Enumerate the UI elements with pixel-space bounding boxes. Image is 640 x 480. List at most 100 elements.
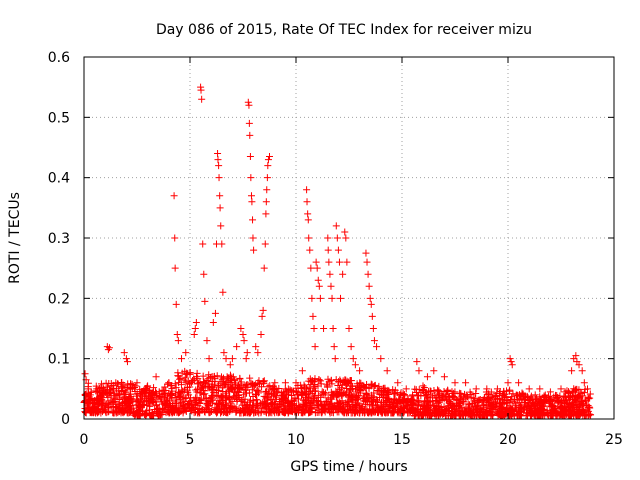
data-point <box>245 101 253 109</box>
data-point-baseline <box>200 378 208 386</box>
data-point <box>462 379 470 387</box>
data-point-baseline <box>569 392 577 400</box>
data-point-baseline <box>287 398 295 406</box>
data-point <box>536 385 544 393</box>
data-point-baseline <box>448 409 456 417</box>
data-point-baseline <box>478 410 486 418</box>
data-point-baseline <box>95 408 103 416</box>
data-point-baseline <box>241 395 249 403</box>
data-point-baseline <box>318 388 326 396</box>
data-point-baseline <box>576 403 584 411</box>
data-point <box>303 186 311 194</box>
data-point <box>423 373 431 381</box>
data-point-baseline <box>193 385 201 393</box>
data-point-baseline <box>509 390 517 398</box>
data-point-baseline <box>194 407 202 415</box>
data-point-baseline <box>110 409 118 417</box>
data-point <box>451 379 459 387</box>
data-point <box>281 379 289 387</box>
data-point <box>575 361 583 369</box>
data-point-baseline <box>269 392 277 400</box>
data-point-baseline <box>132 382 140 390</box>
data-point-baseline <box>464 406 472 414</box>
data-point-baseline <box>493 389 501 397</box>
data-point <box>367 300 375 308</box>
data-point <box>309 312 317 320</box>
data-point-baseline <box>411 408 419 416</box>
data-point-baseline <box>213 400 221 408</box>
data-point-baseline <box>240 391 248 399</box>
data-point-baseline <box>261 397 269 405</box>
data-point-baseline <box>129 404 137 412</box>
data-point-baseline <box>580 389 588 397</box>
data-point-baseline <box>415 398 423 406</box>
data-point-baseline <box>243 401 251 409</box>
data-point-baseline <box>301 388 309 396</box>
data-point-baseline <box>315 376 323 384</box>
data-point-baseline <box>445 412 453 420</box>
data-point-baseline <box>523 392 531 400</box>
data-point-baseline <box>504 398 512 406</box>
data-point <box>165 379 173 387</box>
data-point <box>266 153 273 161</box>
data-point-baseline <box>568 389 576 397</box>
data-point <box>324 234 332 242</box>
data-point-baseline <box>566 411 574 419</box>
data-point-baseline <box>479 412 487 420</box>
data-point-baseline <box>223 408 231 416</box>
data-point-baseline <box>186 394 194 402</box>
data-point-baseline <box>266 382 274 390</box>
y-tick-label: 0.4 <box>48 171 70 187</box>
data-point-baseline <box>315 406 323 414</box>
data-point-baseline <box>332 387 340 395</box>
data-point-baseline <box>384 409 392 417</box>
data-point-baseline <box>218 377 226 385</box>
data-point-baseline <box>289 387 297 395</box>
data-point-baseline <box>349 393 357 401</box>
data-point <box>222 355 230 363</box>
data-point-baseline <box>142 397 150 405</box>
data-point-baseline <box>119 408 127 416</box>
data-point <box>312 258 320 266</box>
data-point <box>112 379 120 387</box>
data-point-baseline <box>576 393 584 401</box>
data-point-baseline <box>254 408 262 416</box>
data-point-baseline <box>416 412 424 420</box>
data-point-baseline <box>442 392 450 400</box>
data-point-baseline <box>306 408 314 416</box>
data-point-baseline <box>565 406 573 414</box>
data-point-baseline <box>560 393 568 401</box>
data-point-baseline <box>106 389 114 397</box>
data-point-baseline <box>579 392 587 400</box>
x-tick-label: 5 <box>186 432 195 448</box>
data-point-baseline <box>395 407 403 415</box>
data-point-baseline <box>133 390 141 398</box>
data-point-baseline <box>407 407 415 414</box>
data-point-baseline <box>299 389 307 397</box>
data-point <box>310 325 318 332</box>
data-point-baseline <box>275 407 283 415</box>
data-point-baseline <box>420 383 428 391</box>
data-point-baseline <box>143 410 151 418</box>
data-point-baseline <box>109 399 117 407</box>
data-point-baseline <box>97 380 105 388</box>
data-point-baseline <box>266 408 274 416</box>
data-point-baseline <box>443 396 451 404</box>
data-point-baseline <box>210 373 218 381</box>
data-point-baseline <box>201 379 209 387</box>
data-point-baseline <box>294 388 302 396</box>
data-point <box>209 318 217 326</box>
data-point-baseline <box>400 404 408 412</box>
data-point-baseline <box>558 410 566 418</box>
data-point <box>316 294 324 302</box>
data-point <box>298 367 306 375</box>
data-point-baseline <box>434 402 442 410</box>
data-point-baseline <box>120 394 128 402</box>
data-point-baseline <box>554 398 562 406</box>
data-point-baseline <box>430 386 438 394</box>
data-point-baseline <box>105 389 113 397</box>
data-point-baseline <box>436 410 444 418</box>
data-point-baseline <box>280 388 288 396</box>
data-point-baseline <box>336 398 344 406</box>
data-point-baseline <box>142 385 150 393</box>
